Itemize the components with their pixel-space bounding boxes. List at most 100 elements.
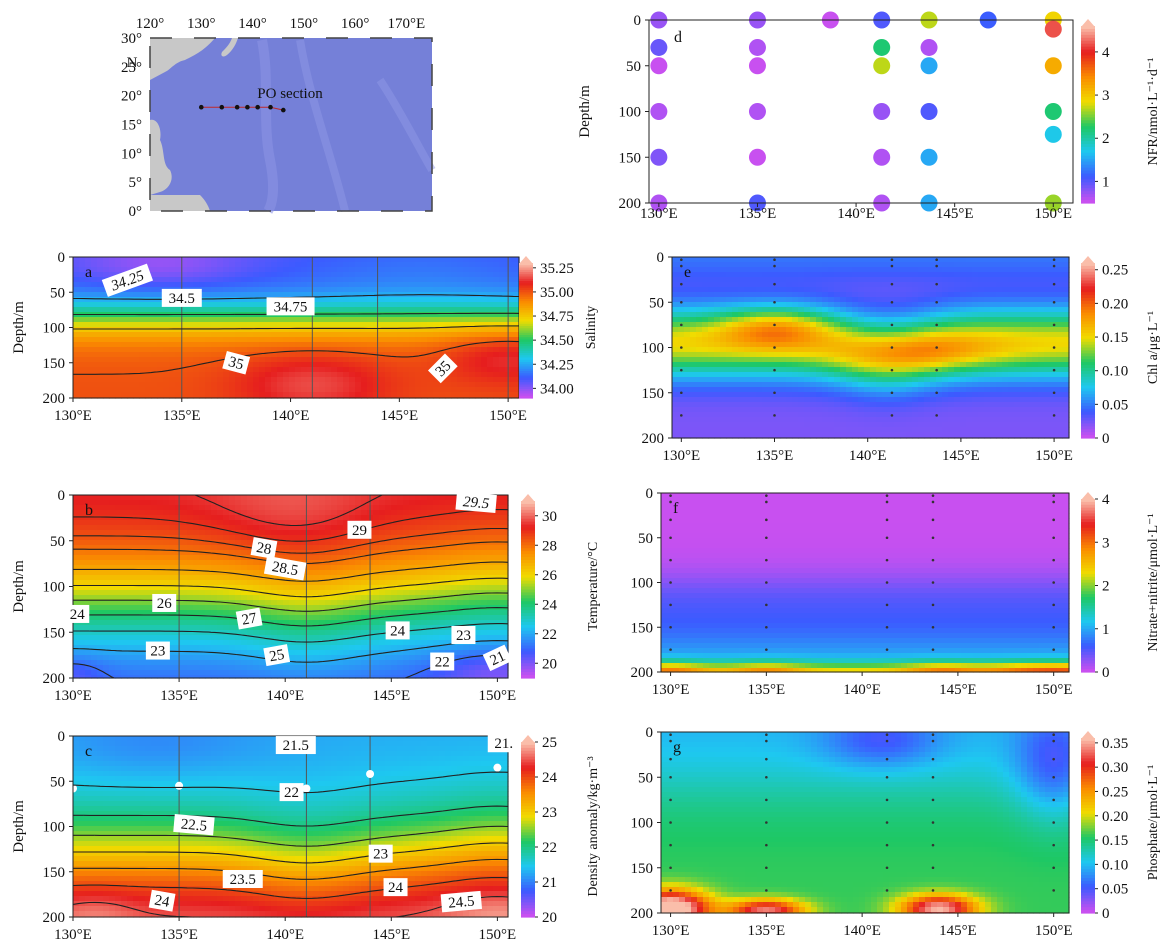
heatmap-cell bbox=[127, 645, 134, 651]
heatmap-cell bbox=[337, 660, 344, 666]
heatmap-cell bbox=[277, 282, 284, 288]
heatmap-cell bbox=[283, 540, 290, 546]
heatmap-cell bbox=[139, 392, 146, 398]
heatmap-cell bbox=[355, 312, 362, 318]
heatmap-cell bbox=[85, 670, 92, 676]
heatmap-cell bbox=[439, 555, 446, 561]
heatmap-cell bbox=[175, 625, 182, 631]
heatmap-cell bbox=[379, 347, 386, 353]
heatmap-cell bbox=[145, 515, 152, 521]
heatmap-cell bbox=[439, 302, 446, 308]
heatmap-cell bbox=[451, 665, 458, 671]
heatmap-cell bbox=[133, 660, 140, 666]
heatmap-cell bbox=[79, 670, 86, 676]
heatmap-cell bbox=[427, 500, 434, 506]
heatmap-cell bbox=[349, 600, 356, 606]
heatmap-cell bbox=[223, 580, 230, 586]
heatmap-cell bbox=[415, 347, 422, 353]
heatmap-cell bbox=[409, 535, 416, 541]
heatmap-cell bbox=[91, 620, 98, 626]
heatmap-cell bbox=[103, 585, 110, 591]
heatmap-cell bbox=[85, 550, 92, 556]
heatmap-cell bbox=[445, 640, 452, 646]
heatmap-cell bbox=[385, 675, 392, 679]
heatmap-cell bbox=[199, 650, 206, 656]
heatmap-cell bbox=[115, 347, 122, 353]
heatmap-cell bbox=[259, 317, 266, 323]
heatmap-cell bbox=[193, 570, 200, 576]
heatmap-cell bbox=[139, 625, 146, 631]
heatmap-cell bbox=[235, 347, 242, 353]
heatmap-cell bbox=[403, 565, 410, 571]
heatmap-cell bbox=[73, 670, 80, 676]
heatmap-cell bbox=[145, 665, 152, 671]
station-marker bbox=[268, 104, 273, 110]
heatmap-cell bbox=[295, 555, 302, 561]
heatmap-cell bbox=[313, 615, 320, 621]
heatmap-cell bbox=[169, 337, 176, 343]
contour-label-text: 35 bbox=[227, 354, 246, 373]
heatmap-cell bbox=[253, 317, 260, 323]
heatmap-cell bbox=[199, 590, 206, 596]
heatmap-cell bbox=[217, 560, 224, 566]
heatmap-cell bbox=[409, 575, 416, 581]
heatmap-cell bbox=[319, 362, 326, 368]
heatmap-cell bbox=[283, 575, 290, 581]
heatmap-cell bbox=[145, 545, 152, 551]
heatmap-cell bbox=[463, 675, 470, 679]
heatmap-cell bbox=[277, 392, 284, 398]
heatmap-cell bbox=[85, 675, 92, 679]
heatmap-cell bbox=[211, 585, 218, 591]
heatmap-cell bbox=[223, 545, 230, 551]
heatmap-cell bbox=[421, 387, 428, 393]
heatmap-cell bbox=[109, 267, 116, 273]
heatmap-cell bbox=[463, 362, 470, 368]
heatmap-cell bbox=[469, 257, 476, 263]
heatmap-cell bbox=[439, 495, 446, 501]
heatmap-cell bbox=[313, 595, 320, 601]
heatmap-cell bbox=[301, 555, 308, 561]
heatmap-cell bbox=[445, 620, 452, 626]
heatmap-cell bbox=[91, 387, 98, 393]
heatmap-cell bbox=[373, 585, 380, 591]
heatmap-cell bbox=[343, 530, 350, 536]
heatmap-cell bbox=[511, 262, 518, 268]
heatmap-cell bbox=[307, 292, 314, 298]
heatmap-cell bbox=[145, 615, 152, 621]
heatmap-cell bbox=[433, 510, 440, 516]
heatmap-cell bbox=[355, 565, 362, 571]
heatmap-cell bbox=[355, 635, 362, 641]
heatmap-cell bbox=[223, 297, 230, 303]
heatmap-cell bbox=[451, 600, 458, 606]
heatmap-cell bbox=[175, 615, 182, 621]
colorbar-step bbox=[519, 335, 533, 338]
heatmap-cell bbox=[463, 550, 470, 556]
heatmap-cell bbox=[373, 257, 380, 263]
heatmap-cell bbox=[205, 500, 212, 506]
heatmap-cell bbox=[229, 327, 236, 333]
heatmap-cell bbox=[499, 367, 506, 373]
heatmap-cell bbox=[337, 525, 344, 531]
heatmap-cell bbox=[379, 302, 386, 308]
heatmap-cell bbox=[487, 357, 494, 363]
heatmap-cell bbox=[295, 500, 302, 506]
heatmap-cell bbox=[409, 307, 416, 313]
heatmap-cell bbox=[463, 650, 470, 656]
heatmap-cell bbox=[289, 510, 296, 516]
heatmap-cell bbox=[367, 292, 374, 298]
y-tick-label: 150 bbox=[43, 356, 66, 372]
heatmap-cell bbox=[253, 277, 260, 283]
heatmap-cell bbox=[415, 272, 422, 278]
heatmap-cell bbox=[499, 277, 506, 283]
heatmap-cell bbox=[421, 322, 428, 328]
heatmap-cell bbox=[103, 590, 110, 596]
heatmap-cell bbox=[487, 277, 494, 283]
heatmap-cell bbox=[457, 332, 464, 338]
heatmap-cell bbox=[427, 495, 434, 501]
heatmap-cell bbox=[493, 302, 500, 308]
heatmap-cell bbox=[379, 675, 386, 679]
heatmap-cell bbox=[199, 500, 206, 506]
heatmap-cell bbox=[307, 565, 314, 571]
heatmap-cell bbox=[307, 605, 314, 611]
heatmap-cell bbox=[331, 630, 338, 636]
